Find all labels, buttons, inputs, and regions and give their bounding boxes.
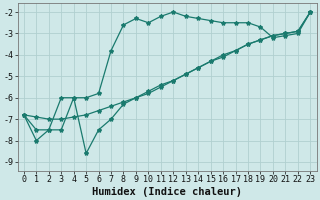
X-axis label: Humidex (Indice chaleur): Humidex (Indice chaleur) <box>92 186 242 197</box>
